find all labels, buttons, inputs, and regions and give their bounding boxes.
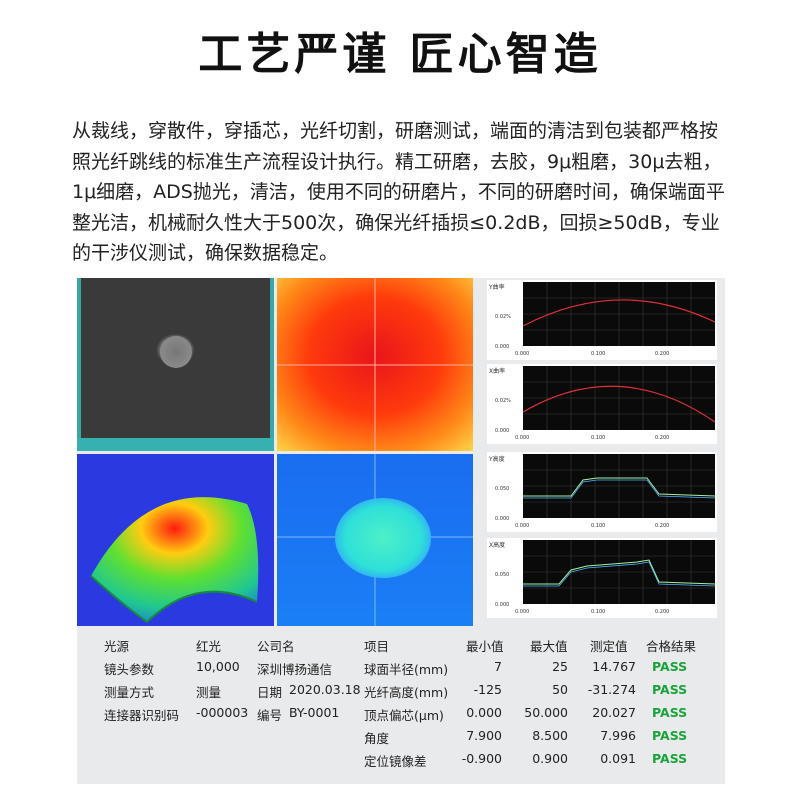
- table-cell: -0.900: [461, 751, 502, 766]
- graph-x-tick: 0.000: [515, 609, 529, 615]
- graph-label: X高度: [489, 541, 505, 549]
- graph-x-tick: 0.000: [515, 435, 529, 441]
- info-label: 公司名: [257, 639, 295, 654]
- x-height-graph: X高度 0.050 0.000 0.000 0.100 0.200: [487, 538, 717, 618]
- info-value: -000003: [196, 705, 249, 720]
- info-label: 光源: [104, 639, 130, 654]
- table-cell: 8.500: [532, 728, 568, 743]
- info-label: 日期: [257, 685, 283, 700]
- graph-x-tick: 0.000: [515, 523, 529, 529]
- table-cell: 7.900: [466, 728, 502, 743]
- graph-y-zero: 0.000: [495, 344, 509, 350]
- info-label: 编号: [257, 708, 283, 723]
- company-name: 深圳博扬通信: [257, 662, 333, 677]
- graph-label: Y曲率: [488, 283, 505, 291]
- y-height-graph: Y高度 0.050 0.000 0.000 0.100 0.200: [487, 452, 717, 532]
- table-cell: 7.996: [600, 728, 636, 743]
- table-cell: 0.000: [466, 705, 502, 720]
- pass-status: PASS: [652, 728, 688, 743]
- table-cell: 光纤高度(mm): [364, 685, 449, 700]
- graph-y-tick: 0.02%: [495, 314, 511, 320]
- description-paragraph: 从裁线，穿散件，穿插芯，光纤切割，研磨测试，端面的清洁到包装都严格按照光纤跳线的…: [72, 120, 725, 264]
- table-header: 最大值: [530, 639, 568, 654]
- graph-x-tick: 0.100: [591, 351, 605, 357]
- graph-label: X曲率: [489, 367, 505, 375]
- table-cell: 顶点偏芯(μm): [364, 708, 444, 723]
- info-label: 连接器识别码: [104, 708, 180, 723]
- page-title: 工艺严谨 匠心智造: [198, 29, 602, 80]
- table-cell: 7: [494, 659, 502, 674]
- table-header: 测定值: [590, 639, 628, 654]
- table-cell: 14.767: [592, 659, 636, 674]
- graph-label: Y高度: [488, 455, 505, 463]
- table-cell: 定位镜像差: [364, 754, 427, 769]
- fiber-core-image: [277, 454, 473, 626]
- info-label: 镜头参数: [104, 662, 155, 677]
- info-value: 红光: [196, 639, 222, 654]
- graph-x-tick: 0.200: [655, 351, 669, 357]
- graph-x-tick: 0.100: [591, 435, 605, 441]
- pass-status: PASS: [652, 751, 688, 766]
- surface-heatmap-image: [277, 278, 473, 451]
- table-cell: 球面半径(mm): [364, 662, 449, 677]
- info-label: 测量方式: [104, 685, 155, 700]
- pass-status: PASS: [652, 705, 688, 720]
- x-curvature-graph: X曲率 0.02% 0.000 0.000 0.100 0.200: [487, 364, 717, 444]
- graph-y-zero: 0.000: [495, 516, 509, 522]
- graph-y-zero: 0.000: [495, 602, 509, 608]
- table-cell: 角度: [364, 731, 390, 746]
- graph-x-tick: 0.200: [655, 523, 669, 529]
- graph-x-tick: 0.000: [515, 351, 529, 357]
- table-header: 最小值: [466, 639, 504, 654]
- info-value: 10,000: [196, 659, 240, 674]
- graph-y-zero: 0.000: [495, 428, 509, 434]
- graph-y-tick: 0.02%: [495, 398, 511, 404]
- table-cell: -125: [473, 682, 502, 697]
- graph-x-tick: 0.100: [591, 609, 605, 615]
- date-value: 2020.03.18: [289, 682, 361, 697]
- 3d-surface-image: [77, 454, 274, 626]
- table-header: 合格结果: [646, 639, 697, 654]
- graph-y-tick: 0.050: [495, 486, 509, 492]
- pass-status: PASS: [652, 659, 688, 674]
- pass-status: PASS: [652, 682, 688, 697]
- table-cell: 20.027: [592, 705, 636, 720]
- table-cell: 25: [552, 659, 568, 674]
- table-cell: 0.091: [600, 751, 636, 766]
- table-header: 项目: [364, 639, 390, 654]
- y-curvature-graph: Y曲率 0.02% 0.000 0.000 0.100 0.200: [487, 280, 717, 360]
- graph-y-tick: 0.050: [495, 572, 509, 578]
- serial-number: BY-0001: [289, 705, 340, 720]
- interference-fringe-image: [77, 278, 274, 451]
- table-cell: 50.000: [524, 705, 568, 720]
- graph-x-tick: 0.100: [591, 523, 605, 529]
- table-cell: 50: [552, 682, 568, 697]
- graph-x-tick: 0.200: [655, 435, 669, 441]
- table-cell: 0.900: [532, 751, 568, 766]
- table-cell: -31.274: [587, 682, 636, 697]
- info-value: 测量: [196, 685, 222, 700]
- graph-x-tick: 0.200: [655, 609, 669, 615]
